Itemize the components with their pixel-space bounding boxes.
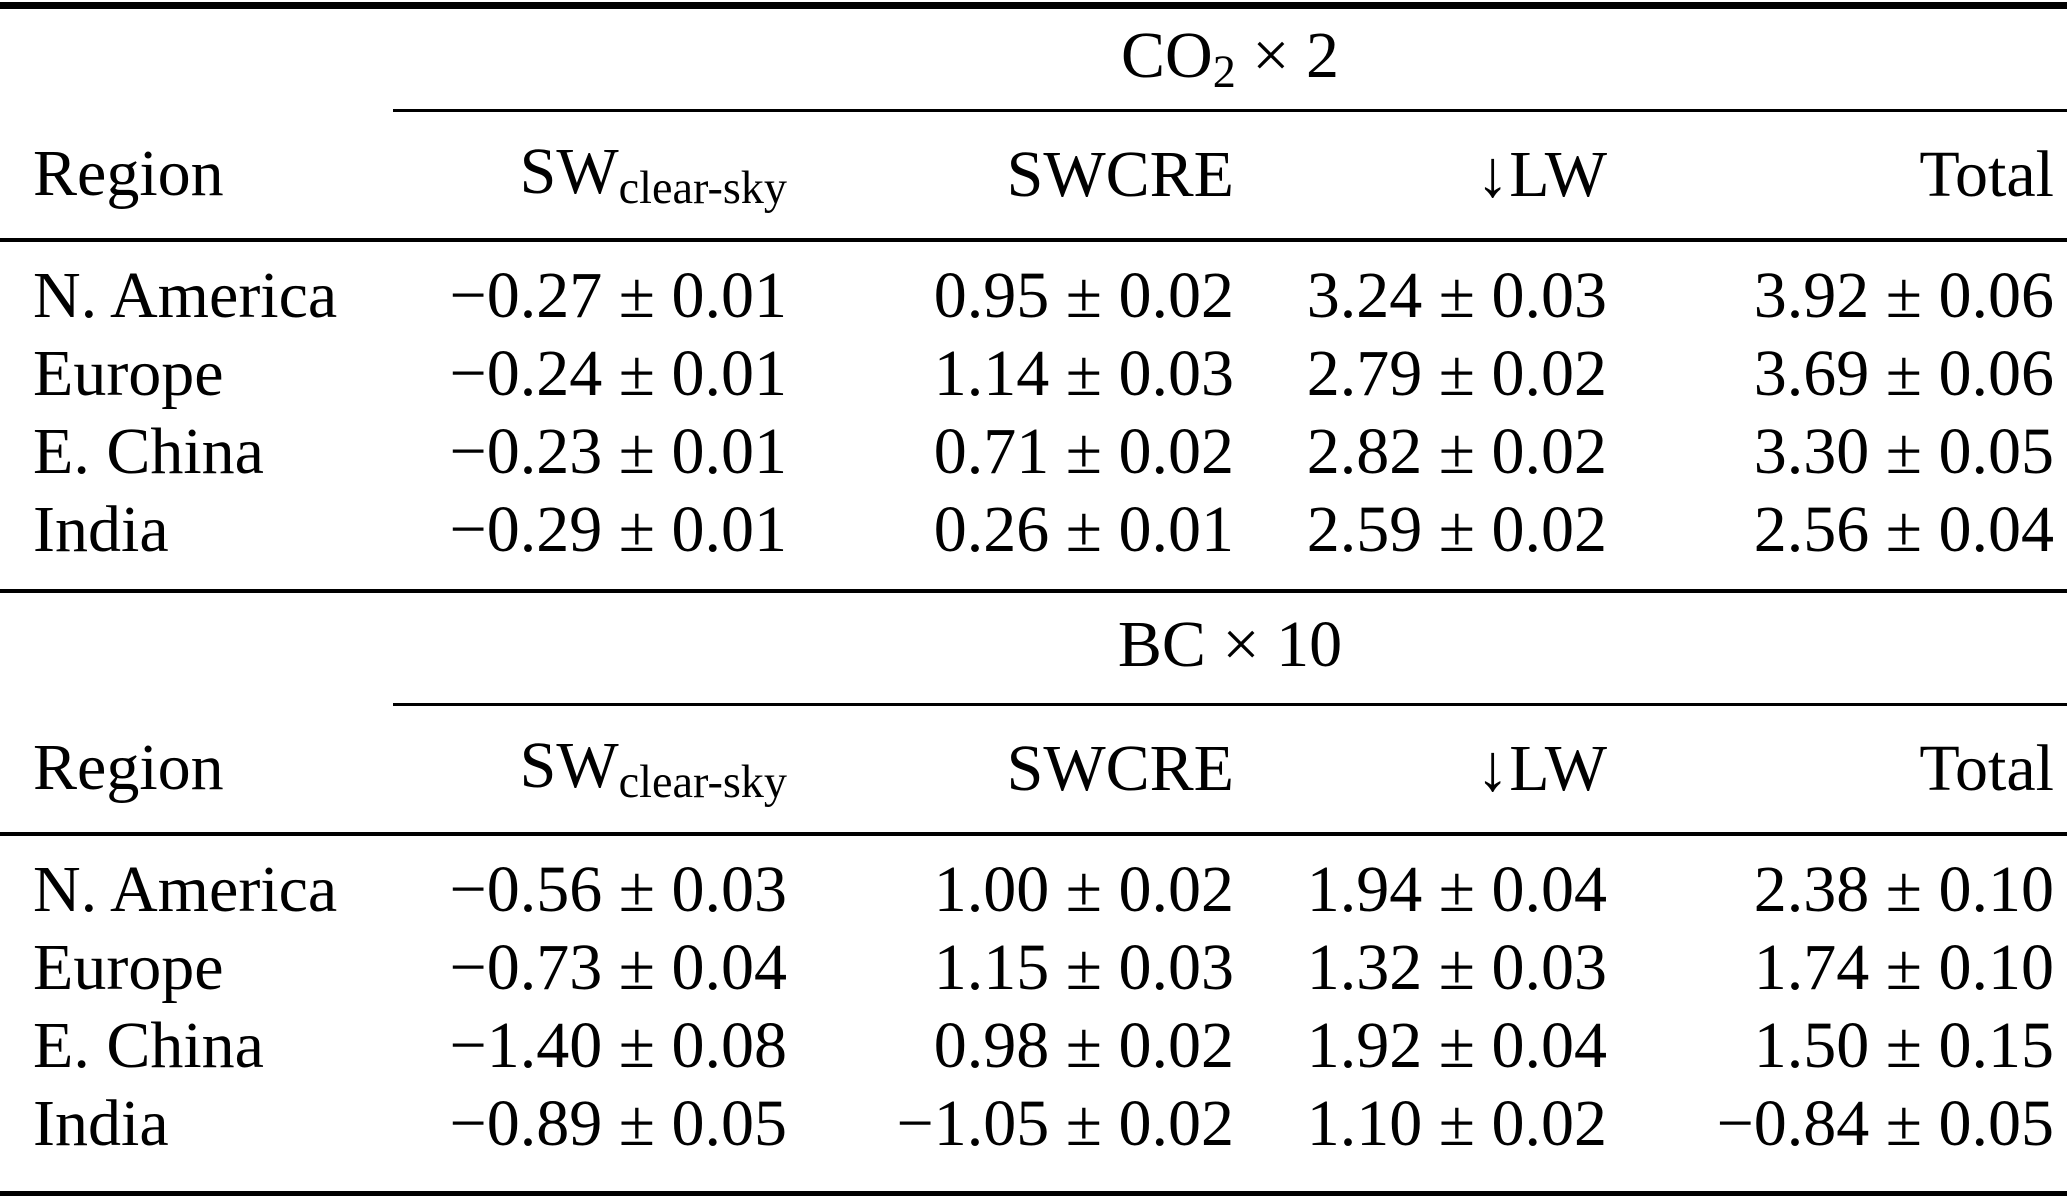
value-cell-sw: −0.27 ± 0.01 — [449, 259, 787, 332]
region-cell: N. America — [33, 853, 338, 926]
value-cell-swcre: 0.71 ± 0.02 — [933, 415, 1234, 488]
value-cell-swcre: −1.05 ± 0.02 — [896, 1087, 1234, 1160]
col-header-total: Total — [1613, 704, 2067, 836]
sw-base: SW — [519, 728, 619, 802]
value-cell-swcre: 0.98 ± 0.02 — [933, 1009, 1234, 1082]
col-header-swcre: SWCRE — [793, 704, 1240, 836]
table-row: Europe −0.73 ± 0.04 1.15 ± 0.03 1.32 ± 0… — [0, 929, 2067, 1007]
value-cell-lw: 1.92 ± 0.04 — [1306, 1009, 1607, 1082]
region-cell: E. China — [33, 415, 264, 488]
value-cell-swcre: 0.95 ± 0.02 — [933, 259, 1234, 332]
col-header-total: Total — [1613, 110, 2067, 242]
region-cell: Europe — [33, 337, 224, 410]
value-cell-sw: −0.23 ± 0.01 — [449, 415, 787, 488]
col-header-region: Region — [0, 704, 393, 836]
region-cell: India — [33, 1087, 169, 1160]
value-cell-swcre: 1.00 ± 0.02 — [933, 853, 1234, 926]
sw-subscript: clear-sky — [618, 755, 787, 807]
spanner-title-co2x2: CO2 × 2 — [393, 5, 2067, 112]
column-header-row: Region SWclear-sky SWCRE ↓LW Total — [0, 704, 2067, 836]
spanner-gap — [0, 591, 393, 705]
column-header-row: Region SWclear-sky SWCRE ↓LW Total — [0, 110, 2067, 242]
value-cell-total: 2.56 ± 0.04 — [1613, 491, 2067, 593]
table-row: N. America −0.56 ± 0.03 1.00 ± 0.02 1.94… — [0, 834, 2067, 929]
value-cell-lw: 2.82 ± 0.02 — [1306, 415, 1607, 488]
value-cell-total: 3.92 ± 0.06 — [1753, 259, 2055, 332]
value-cell-sw: −0.89 ± 0.05 — [449, 1087, 787, 1160]
sw-subscript: clear-sky — [618, 161, 787, 213]
value-cell-total: 2.38 ± 0.10 — [1753, 853, 2055, 926]
region-cell: E. China — [33, 1009, 264, 1082]
value-cell-total: 3.69 ± 0.06 — [1753, 337, 2055, 410]
spanner-base: CO — [1121, 18, 1213, 92]
spanner-row-co2: CO2 × 2 — [0, 5, 2067, 112]
col-header-swcre: SWCRE — [793, 110, 1240, 242]
table-row: India −0.89 ± 0.05 −1.05 ± 0.02 1.10 ± 0… — [0, 1085, 2067, 1194]
value-cell-total: 3.30 ± 0.05 — [1753, 415, 2055, 488]
spanner-subscript: 2 — [1212, 45, 1236, 97]
value-cell-sw: −1.40 ± 0.08 — [449, 1009, 787, 1082]
col-header-region: Region — [0, 110, 393, 242]
value-cell-total: 1.74 ± 0.10 — [1753, 931, 2055, 1004]
value-cell-lw: 1.10 ± 0.02 — [1306, 1087, 1607, 1160]
value-cell-swcre: 1.14 ± 0.03 — [933, 337, 1234, 410]
table-row: India −0.29 ± 0.01 0.26 ± 0.01 2.59 ± 0.… — [0, 491, 2067, 593]
table-row: N. America −0.27 ± 0.01 0.95 ± 0.02 3.24… — [0, 240, 2067, 335]
spanner-base: BC — [1117, 607, 1206, 681]
spanner-gap — [0, 6, 393, 111]
spanner-rest: × 2 — [1235, 18, 1340, 92]
table-row: E. China −0.23 ± 0.01 0.71 ± 0.02 2.82 ±… — [0, 413, 2067, 491]
value-cell-lw: 1.32 ± 0.03 — [1306, 931, 1607, 1004]
value-cell-swcre: 1.15 ± 0.03 — [933, 931, 1234, 1004]
col-header-sw-clear-sky: SWclear-sky — [393, 704, 793, 836]
value-cell-swcre: 0.26 ± 0.01 — [793, 491, 1240, 593]
value-cell-sw: −0.29 ± 0.01 — [393, 491, 793, 593]
sw-base: SW — [519, 134, 619, 208]
region-cell: Europe — [33, 931, 224, 1004]
value-cell-lw: 3.24 ± 0.03 — [1306, 259, 1607, 332]
table-row: E. China −1.40 ± 0.08 0.98 ± 0.02 1.92 ±… — [0, 1007, 2067, 1085]
value-cell-sw: −0.56 ± 0.03 — [449, 853, 787, 926]
value-cell-total: 1.50 ± 0.15 — [1753, 1009, 2055, 1082]
spanner-rest: × 10 — [1205, 607, 1343, 681]
col-header-sw-clear-sky: SWclear-sky — [393, 110, 793, 242]
col-header-lw: ↓LW — [1240, 704, 1613, 836]
region-cell: India — [0, 491, 393, 593]
value-cell-lw: 2.79 ± 0.02 — [1306, 337, 1607, 410]
value-cell-total: −0.84 ± 0.05 — [1716, 1087, 2055, 1160]
region-cell: N. America — [33, 259, 338, 332]
value-cell-sw: −0.73 ± 0.04 — [449, 931, 787, 1004]
col-header-lw: ↓LW — [1240, 110, 1613, 242]
spanner-row-bc: BC × 10 — [0, 591, 2067, 706]
spanner-title-bcx10: BC × 10 — [393, 591, 2067, 706]
value-cell-lw: 1.94 ± 0.04 — [1306, 853, 1607, 926]
table-row: Europe −0.24 ± 0.01 1.14 ± 0.03 2.79 ± 0… — [0, 335, 2067, 413]
value-cell-sw: −0.24 ± 0.01 — [449, 337, 787, 410]
value-cell-lw: 2.59 ± 0.02 — [1240, 491, 1613, 593]
